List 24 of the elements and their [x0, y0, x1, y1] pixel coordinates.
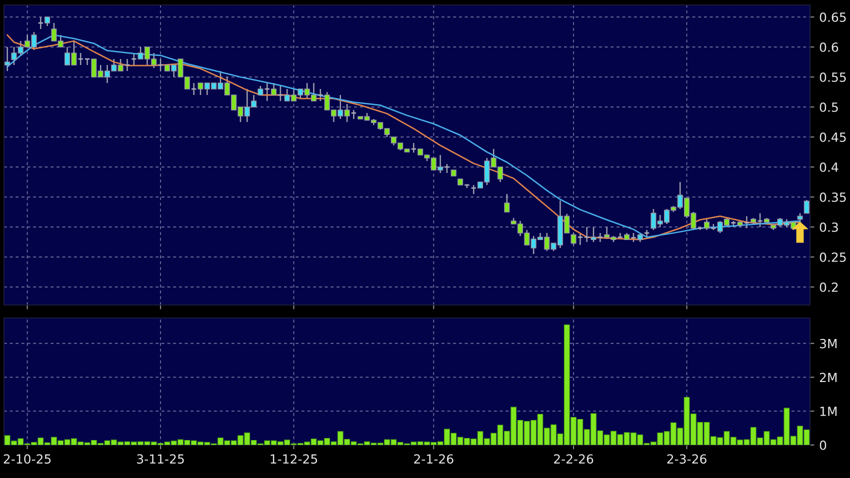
x-tick-label: 1-12-25	[270, 454, 318, 464]
y-tick-label: 0.55	[820, 72, 846, 82]
candlestick	[584, 226, 590, 243]
y-tick-label: 0	[820, 440, 826, 450]
y-tick-label: 3M	[820, 338, 837, 348]
x-tick-label: 3-11-25	[137, 454, 184, 464]
x-tick-label: 2-10-25	[4, 454, 51, 464]
y-tick-label: 0.25	[820, 252, 846, 262]
y-tick-label: 0.4	[820, 162, 838, 172]
x-tick-label: 2-2-26	[554, 454, 594, 464]
x-tick-label: 2-3-26	[667, 454, 706, 464]
y-tick-label: 0.2	[820, 282, 838, 292]
y-tick-label: 2M	[820, 372, 837, 382]
y-tick-label: 0.35	[820, 192, 846, 202]
candlestick	[4, 46, 10, 72]
candlestick	[504, 193, 510, 213]
y-tick-label: 0.3	[820, 222, 838, 232]
y-tick-label: 1M	[820, 406, 837, 416]
candlestick	[804, 199, 810, 214]
x-tick-label: 2-1-26	[414, 454, 454, 464]
y-tick-label: 0.65	[820, 12, 846, 22]
y-tick-label: 0.45	[820, 132, 846, 142]
y-tick-label: 0.6	[820, 42, 838, 52]
y-tick-label: 0.5	[820, 102, 838, 112]
